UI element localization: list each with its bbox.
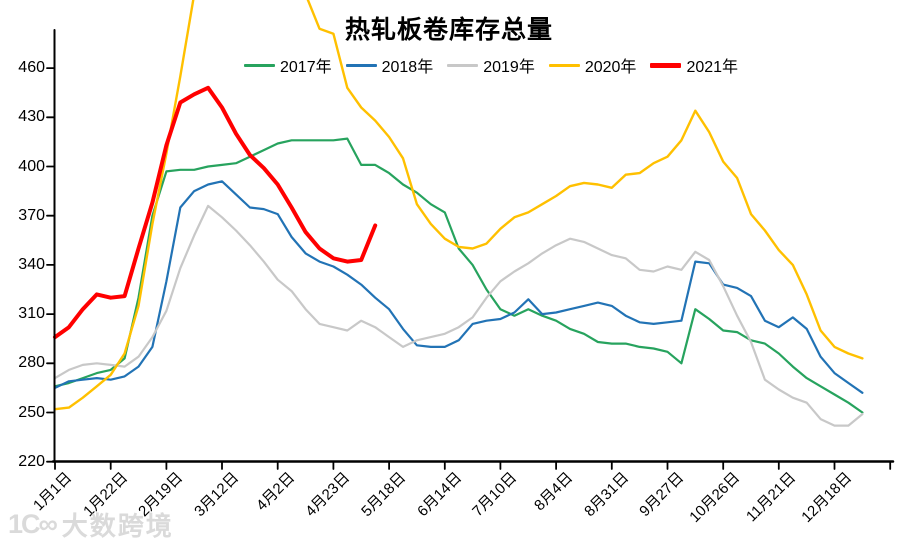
legend-item-2021年: 2021年 bbox=[650, 53, 738, 77]
legend-swatch-icon bbox=[650, 62, 682, 68]
y-tick-label: 400 bbox=[18, 157, 45, 175]
series-line-2018年 bbox=[53, 180, 864, 394]
legend-item-2020年: 2020年 bbox=[548, 53, 637, 77]
legend-swatch-icon bbox=[548, 63, 580, 67]
watermark-logo-icon: 1C∞ bbox=[8, 509, 58, 539]
legend-label: 2017年 bbox=[280, 59, 332, 76]
y-tick-label: 370 bbox=[18, 206, 45, 224]
y-tick-label: 220 bbox=[18, 452, 45, 470]
y-tick-label: 430 bbox=[18, 108, 45, 126]
series-line-2017年 bbox=[53, 137, 864, 414]
y-tick-label: 460 bbox=[18, 59, 45, 77]
series-line-2019年 bbox=[53, 204, 864, 427]
legend-item-2019年: 2019年 bbox=[447, 53, 535, 77]
chart-title: 热轧板卷库存总量 bbox=[344, 15, 553, 44]
legend-item-2018年: 2018年 bbox=[345, 53, 434, 77]
y-tick-label: 310 bbox=[18, 305, 45, 323]
series-line-2020年 bbox=[53, 0, 864, 411]
legend-label: 2019年 bbox=[483, 59, 535, 76]
legend-swatch-icon bbox=[244, 63, 275, 67]
watermark-text: 大数跨境 bbox=[61, 511, 174, 541]
legend-label: 2020年 bbox=[584, 59, 637, 76]
y-tick-label: 280 bbox=[18, 354, 45, 372]
legend-item-2017年: 2017年 bbox=[244, 53, 332, 77]
series-line-2021年 bbox=[53, 85, 378, 340]
legend-label: 2018年 bbox=[381, 59, 434, 76]
legend: 2017年 2018年 2019年 2020年 2021年 bbox=[244, 53, 752, 77]
legend-label: 2021年 bbox=[686, 59, 739, 76]
y-tick-label: 340 bbox=[18, 255, 45, 273]
legend-swatch-icon bbox=[345, 63, 377, 67]
y-tick-label: 250 bbox=[18, 403, 45, 421]
legend-swatch-icon bbox=[447, 63, 479, 67]
watermark: 1C∞ 大数跨境 bbox=[8, 506, 174, 543]
